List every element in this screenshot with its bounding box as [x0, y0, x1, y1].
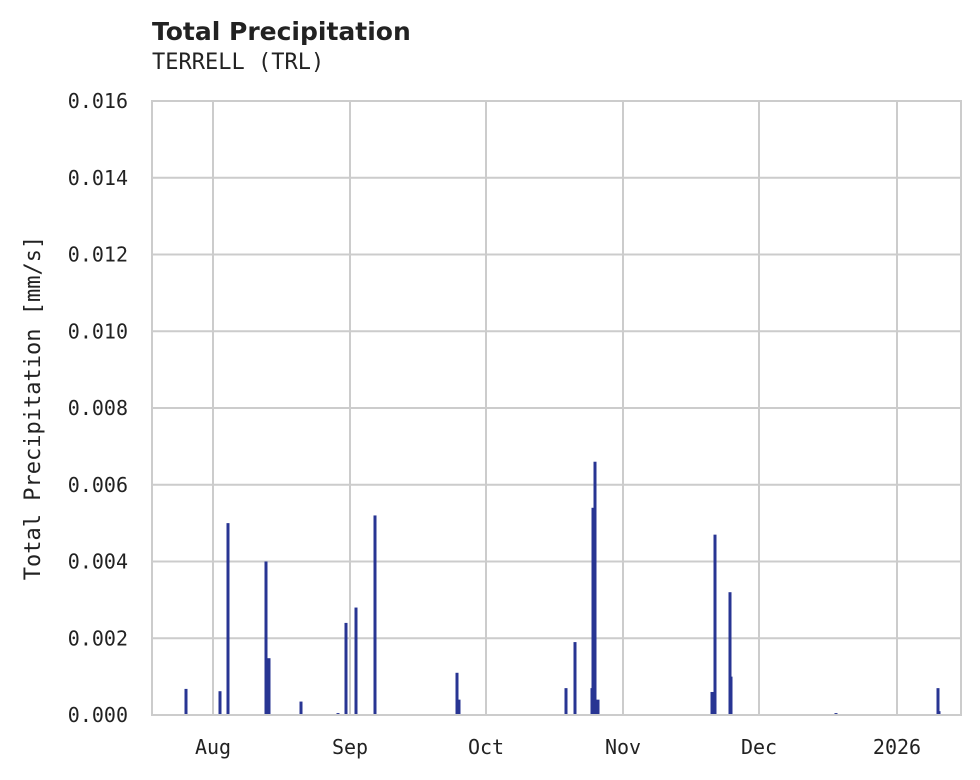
precipitation-bar: [710, 691, 714, 715]
precipitation-bar: [596, 699, 600, 715]
precipitation-bar: [564, 688, 568, 715]
y-axis-label: Total Precipitation [mm/s]: [21, 236, 46, 580]
x-axis-ticks: Aug Sep Oct Nov Dec 2026: [195, 735, 921, 759]
precipitation-bar: [455, 672, 459, 715]
precipitation-bar: [936, 688, 940, 715]
y-tick-label: 0.000: [68, 703, 128, 727]
x-tick-label: Oct: [468, 735, 504, 759]
y-tick-label: 0.008: [68, 396, 128, 420]
x-tick-label: Sep: [332, 735, 368, 759]
precipitation-bar: [184, 688, 188, 715]
precipitation-bar: [226, 523, 230, 715]
chart-subtitle: TERRELL (TRL): [152, 50, 325, 75]
y-tick-label: 0.016: [68, 89, 128, 113]
precipitation-bar: [591, 507, 595, 715]
precipitation-bars: [184, 461, 941, 715]
plot-frame: [151, 100, 962, 716]
precipitation-bar: [573, 642, 577, 715]
y-tick-label: 0.002: [68, 626, 128, 650]
precipitation-bar: [373, 515, 377, 715]
chart-title: Total Precipitation: [152, 17, 411, 46]
x-tick-label: Nov: [605, 735, 641, 759]
gridlines: [152, 100, 961, 716]
precipitation-bar: [354, 607, 358, 715]
precipitation-bar: [218, 691, 222, 715]
precipitation-bar: [593, 461, 597, 715]
precipitation-bar: [344, 622, 348, 715]
y-tick-label: 0.014: [68, 166, 128, 190]
precipitation-bar: [728, 592, 732, 715]
y-tick-label: 0.004: [68, 550, 128, 574]
precipitation-bar: [937, 711, 941, 715]
precipitation-bar: [713, 534, 717, 715]
y-tick-label: 0.010: [68, 319, 128, 343]
y-tick-label: 0.006: [68, 473, 128, 497]
precipitation-bar: [729, 676, 733, 715]
precipitation-bar: [267, 658, 271, 715]
x-tick-label: 2026: [873, 735, 921, 759]
y-axis-ticks: 0.000 0.002 0.004 0.006 0.008 0.010 0.012 0.014…: [68, 89, 128, 727]
precipitation-bar: [299, 701, 303, 715]
x-tick-label: Aug: [195, 735, 231, 759]
x-tick-label: Dec: [741, 735, 777, 759]
y-tick-label: 0.012: [68, 243, 128, 267]
precipitation-bar: [457, 699, 461, 715]
precipitation-bar: [264, 561, 268, 715]
